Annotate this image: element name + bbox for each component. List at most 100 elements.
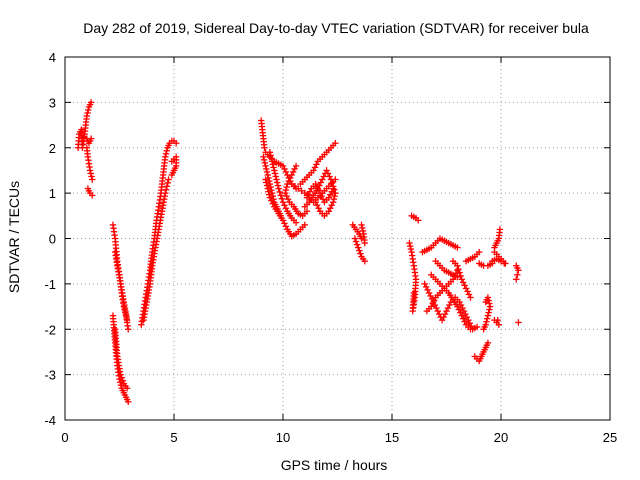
data-point [306,188,314,195]
data-point [485,297,492,304]
data-point [275,185,282,192]
data-point [282,168,290,176]
data-point [262,176,269,183]
data-point [162,150,170,157]
x-tick-label: 0 [61,430,68,445]
data-point [301,221,308,229]
data-point [514,271,521,278]
data-point [288,171,295,179]
data-point [260,153,267,161]
data-point [316,189,324,197]
data-point [425,289,433,297]
grid [65,57,610,420]
data-point [123,385,131,392]
data-point [496,226,504,233]
data-point [422,283,430,291]
data-point [289,168,297,176]
data-point [319,176,326,183]
data-point [462,285,470,292]
data-point [262,162,269,170]
data-point [327,191,334,198]
data-point [89,176,96,183]
data-point [271,170,279,177]
data-point [264,171,271,179]
data-point [486,300,493,307]
data-point [407,245,415,253]
data-point [123,316,131,324]
x-tick-label: 10 [276,430,290,445]
data-point [460,315,467,322]
axis-ticks: 0 5 10 15 20 25 -4 -3 -2 -1 0 1 2 3 4 [44,50,617,445]
data-point [352,238,360,245]
data-point [327,205,334,212]
data-point [486,306,493,313]
data-point [313,202,321,209]
data-point [264,185,271,192]
data-point [515,319,522,326]
data-point [317,179,324,186]
data-point [327,176,335,183]
data-point [87,99,95,106]
data-point [485,309,492,316]
data-point [164,179,171,187]
data-point [351,235,359,242]
data-point [457,272,464,280]
data-point [162,153,169,161]
data-point [353,241,361,248]
data-point [454,262,461,269]
data-point [283,192,290,200]
data-points [74,99,522,406]
data-point [312,199,319,206]
data-point [268,158,276,165]
data-point [459,304,466,312]
data-point [117,371,124,378]
data-point [359,227,367,235]
data-point [464,288,471,295]
data-point [267,152,274,159]
data-point [118,374,125,381]
data-point [421,280,428,288]
data-point [119,377,126,384]
y-tick-label: 3 [49,95,56,110]
y-tick-label: -3 [44,368,56,383]
data-point [272,173,279,180]
y-tick-label: -2 [44,322,56,337]
data-point [269,192,277,200]
data-point [88,173,95,180]
data-point [282,186,290,194]
data-point [261,159,269,167]
data-point [444,304,452,312]
data-point [284,195,292,203]
data-point [329,199,337,206]
data-point [87,135,95,142]
data-point [83,112,90,120]
data-point [325,208,332,215]
data-point [311,164,319,171]
data-point [462,310,469,318]
data-point [305,191,312,198]
data-point [266,149,274,156]
data-point [494,316,501,324]
data-point [261,144,268,151]
data-point [434,307,441,315]
data-point [331,192,338,200]
data-point [460,307,468,315]
data-point [298,187,305,195]
data-point [429,300,436,307]
data-point [260,156,268,164]
data-point [263,165,270,173]
data-point [292,162,300,170]
data-point [461,318,468,325]
data-point [89,192,96,199]
data-point [310,167,317,174]
data-point [486,303,494,310]
data-point [454,303,461,310]
data-point [323,167,330,174]
data-point [497,257,505,265]
data-point [414,217,422,224]
data-point [271,167,278,174]
data-point [263,179,270,186]
y-tick-label: 4 [49,50,56,65]
chart-title: Day 282 of 2019, Sidereal Day-to-day VTE… [83,20,589,36]
data-point [279,199,287,206]
